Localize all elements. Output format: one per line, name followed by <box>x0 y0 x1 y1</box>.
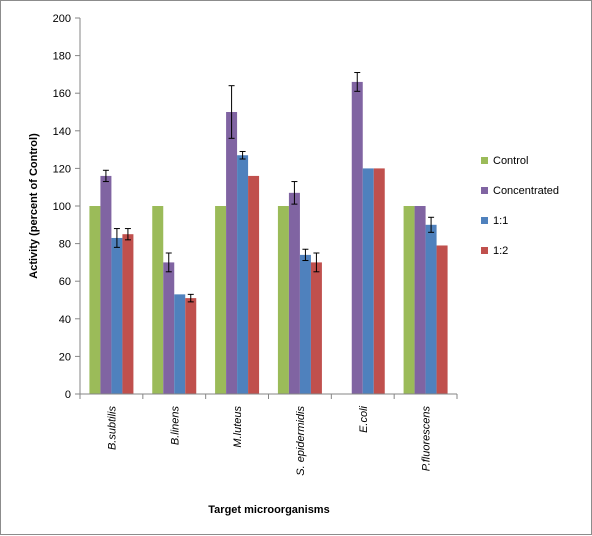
x-axis-labels: B.subtilis B.linens M.luteus S. epidermidis… <box>106 405 432 475</box>
bar-1-2-3 <box>310 262 322 394</box>
bar-concentrated-4 <box>351 81 363 395</box>
bar-1-1-2 <box>237 155 249 394</box>
y-tick-label: 160 <box>53 88 71 100</box>
y-tick-label: 200 <box>53 13 71 25</box>
bar-concentrated-5 <box>414 206 426 394</box>
y-tick-label: 80 <box>59 239 71 251</box>
legend-swatch <box>481 217 488 224</box>
legend-swatch <box>481 187 488 194</box>
bar-concentrated-0 <box>100 175 112 394</box>
axes <box>79 18 458 399</box>
legend-label: Concentrated <box>493 185 559 197</box>
bar-1-2-0 <box>122 234 134 394</box>
x-tick-label: E.coli <box>358 405 370 432</box>
legend-swatch <box>481 247 488 254</box>
x-tick-label: P.fluorescens <box>421 406 433 472</box>
bars-layer <box>89 72 448 395</box>
x-tick-label: M.luteus <box>232 406 244 448</box>
y-tick-label: 120 <box>53 163 71 175</box>
y-tick-label: 180 <box>53 51 71 63</box>
bar-1-1-5 <box>425 224 437 394</box>
y-tick-label: 20 <box>59 351 71 363</box>
legend: Control Concentrated 1:1 1:2 <box>481 155 559 257</box>
bar-control-2 <box>215 206 227 394</box>
bar-1-1-0 <box>111 237 123 394</box>
bar-concentrated-3 <box>288 192 300 394</box>
bar-control-3 <box>277 206 289 394</box>
y-tick-label: 100 <box>53 201 71 213</box>
y-tick-label: 140 <box>53 126 71 138</box>
y-tick-label: 0 <box>65 389 71 401</box>
legend-label: 1:1 <box>493 215 508 227</box>
bar-1-2-5 <box>436 245 448 394</box>
x-tick-label: B.subtilis <box>106 406 118 451</box>
bar-1-2-2 <box>248 175 260 394</box>
x-tick-label: B.linens <box>169 406 181 446</box>
bar-1-2-1 <box>185 298 197 394</box>
y-axis-title: Activity (percent of Control) <box>28 133 40 279</box>
y-axis-ticks: 0 20 40 60 80 100 120 140 160 180 200 <box>53 13 80 401</box>
bar-1-1-1 <box>174 294 186 394</box>
x-axis-title: Target microorganisms <box>208 504 329 516</box>
bar-concentrated-2 <box>226 112 238 394</box>
bar-control-1 <box>152 206 164 394</box>
bar-1-1-4 <box>362 168 374 394</box>
bar-1-1-3 <box>299 254 311 394</box>
legend-label: Control <box>493 155 528 167</box>
x-tick-label: S. epidermidis <box>295 406 307 476</box>
y-tick-label: 60 <box>59 276 71 288</box>
legend-swatch <box>481 157 488 164</box>
legend-label: 1:2 <box>493 245 508 257</box>
y-tick-label: 40 <box>59 314 71 326</box>
bar-concentrated-1 <box>163 262 175 394</box>
bar-1-2-4 <box>373 168 385 394</box>
bar-control-5 <box>403 206 415 394</box>
bar-control-0 <box>89 206 101 394</box>
